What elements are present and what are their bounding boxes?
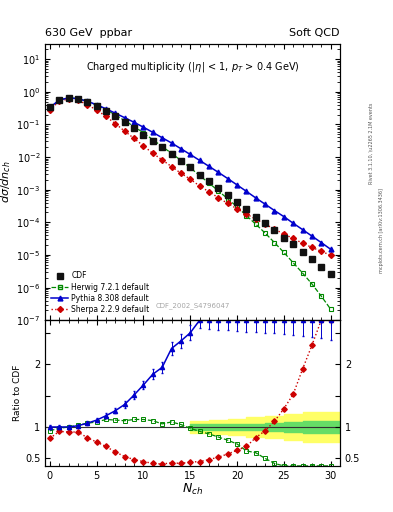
Text: CDF_2002_S4796047: CDF_2002_S4796047	[155, 303, 230, 309]
Text: mcplots.cern.ch [arXiv:1306.3436]: mcplots.cern.ch [arXiv:1306.3436]	[379, 188, 384, 273]
Legend: CDF, Herwig 7.2.1 default, Pythia 8.308 default, Sherpa 2.2.9 default: CDF, Herwig 7.2.1 default, Pythia 8.308 …	[49, 269, 152, 316]
Text: 630 GeV  ppbar: 630 GeV ppbar	[45, 28, 132, 38]
Text: Soft QCD: Soft QCD	[290, 28, 340, 38]
Y-axis label: Ratio to CDF: Ratio to CDF	[13, 365, 22, 421]
Text: Charged multiplicity ($|\eta|$ < 1, $p_T$ > 0.4 GeV): Charged multiplicity ($|\eta|$ < 1, $p_T…	[86, 60, 299, 74]
Text: Rivet 3.1.10, \u2265 2.1M events: Rivet 3.1.10, \u2265 2.1M events	[369, 103, 374, 184]
Y-axis label: $d\sigma/dn_{ch}$: $d\sigma/dn_{ch}$	[0, 161, 13, 203]
X-axis label: $N_{ch}$: $N_{ch}$	[182, 482, 203, 497]
